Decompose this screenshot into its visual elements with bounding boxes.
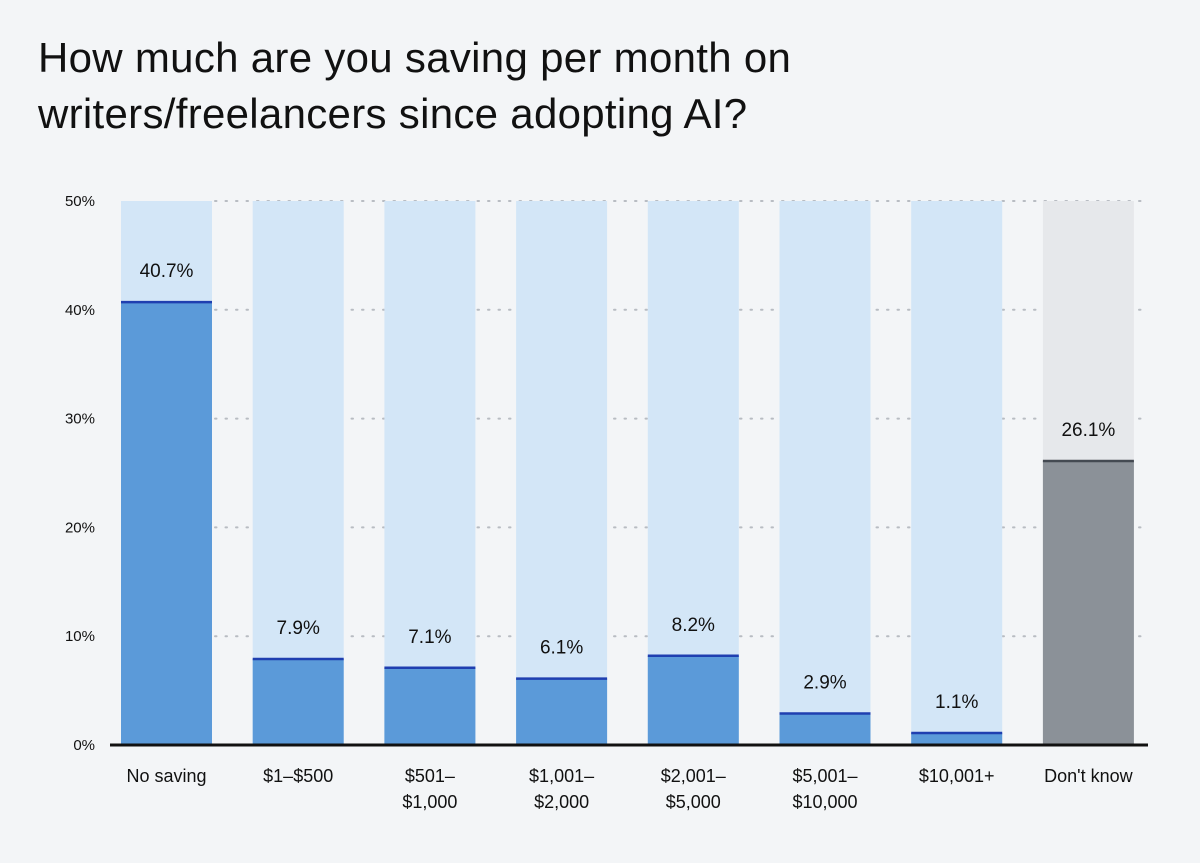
bar-background xyxy=(911,201,1003,745)
chart-title-line-1: How much are you saving per month on xyxy=(38,34,792,81)
bar xyxy=(1042,461,1134,745)
bar xyxy=(121,302,212,745)
bar-background xyxy=(252,201,344,745)
x-tick-label: No saving xyxy=(126,766,206,786)
x-axis-ticks: No saving $1–$500 $501– $1,000 $1,001– $2,000… xyxy=(126,766,1133,812)
y-tick-label: 50% xyxy=(65,193,95,210)
value-labels: 40.7% 7.9% 7.1% 6.1% 8.2% 2.9% 1.1% 26.1% xyxy=(140,261,1116,713)
x-tick-label: Don't know xyxy=(1044,766,1133,786)
bar xyxy=(384,667,476,745)
x-tick-label: $1,001– xyxy=(529,766,594,786)
y-axis-ticks: 0% 10% 20% 30% 40% 50% xyxy=(65,193,95,754)
chart-title: How much are you saving per month on wri… xyxy=(38,30,1158,142)
x-tick-label: $5,001– xyxy=(792,766,857,786)
x-tick-label: $501– xyxy=(405,766,455,786)
bar-background xyxy=(516,201,608,745)
value-label: 1.1% xyxy=(935,692,978,713)
bars xyxy=(121,201,1134,745)
y-tick-label: 30% xyxy=(65,411,95,428)
bar xyxy=(647,655,739,745)
x-tick-label: $10,001+ xyxy=(919,766,995,786)
x-tick-label: $1,000 xyxy=(402,792,457,812)
x-tick-label: $5,000 xyxy=(666,792,721,812)
x-tick-label: $1–$500 xyxy=(263,766,333,786)
bar xyxy=(252,659,344,745)
value-label: 7.1% xyxy=(408,627,451,648)
bar xyxy=(911,733,1003,745)
bar-background xyxy=(384,201,476,745)
bar xyxy=(516,678,608,745)
x-tick-label: $2,000 xyxy=(534,792,589,812)
y-tick-label: 40% xyxy=(65,302,95,319)
value-label: 6.1% xyxy=(540,638,583,659)
chart-title-line-2: writers/freelancers since adopting AI? xyxy=(38,90,748,137)
x-tick-label: $2,001– xyxy=(661,766,726,786)
y-tick-label: 20% xyxy=(65,519,95,536)
value-label: 7.9% xyxy=(277,618,320,639)
value-label: 8.2% xyxy=(672,615,715,636)
bar xyxy=(779,713,871,745)
bar-background xyxy=(779,201,871,745)
y-tick-label: 10% xyxy=(65,628,95,645)
value-label: 40.7% xyxy=(140,261,194,282)
y-tick-label: 0% xyxy=(73,737,95,754)
bar-background xyxy=(647,201,739,745)
x-tick-label: $10,000 xyxy=(792,792,857,812)
value-label: 2.9% xyxy=(803,672,846,693)
value-label: 26.1% xyxy=(1061,420,1115,441)
